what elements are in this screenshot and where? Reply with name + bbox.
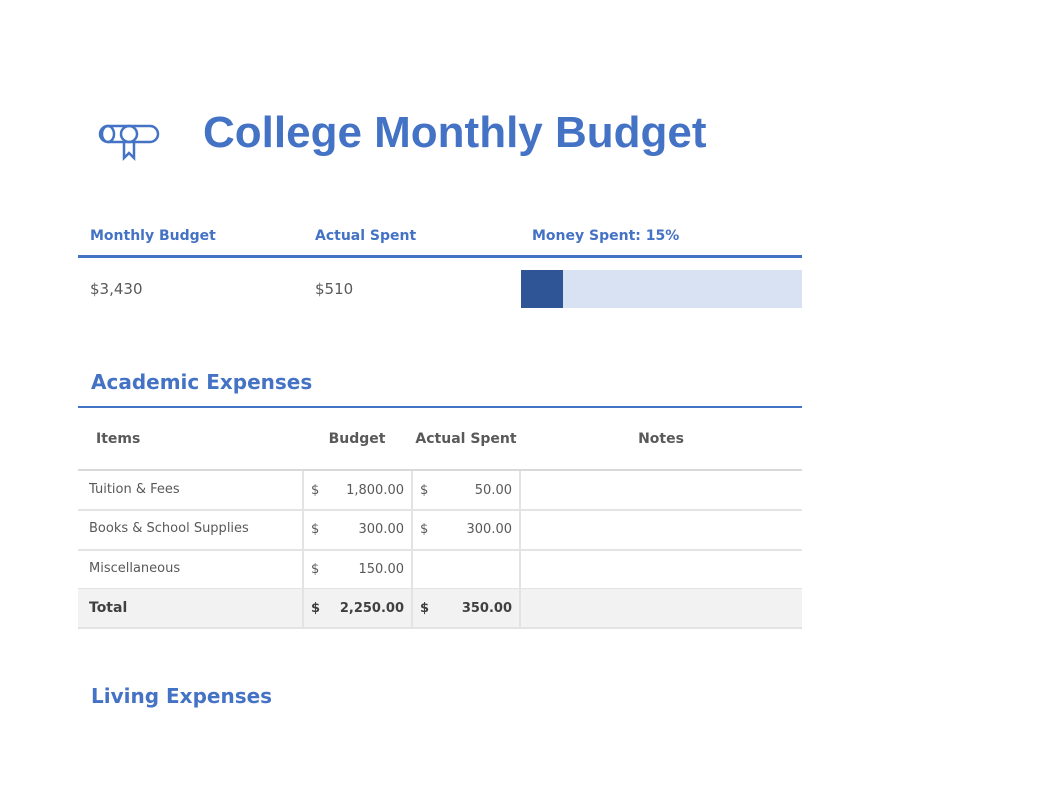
currency-symbol: $ [420, 600, 430, 616]
currency-symbol: $ [311, 561, 320, 577]
cell-divider [302, 510, 304, 550]
section-title: Living Expenses [91, 684, 273, 708]
amount: 300.00 [358, 522, 405, 538]
row-rule [78, 509, 802, 512]
cell-divider [411, 549, 413, 589]
amount: 150.00 [358, 561, 405, 577]
currency-symbol: $ [311, 483, 320, 498]
total-bg [78, 588, 802, 629]
amount: 2,250.00 [339, 600, 404, 616]
amount: 1,800.00 [346, 483, 404, 498]
cell-divider [411, 510, 413, 550]
row-rule [78, 627, 802, 630]
cell-divider [519, 471, 521, 511]
column-header: Notes [638, 431, 684, 447]
summary-header: Monthly Budget [90, 228, 216, 244]
header-rule [78, 469, 802, 471]
column-header: Actual Spent [415, 431, 517, 447]
item-name: Books & School Supplies [89, 521, 249, 537]
summary-value: $3,430 [90, 280, 143, 298]
amount: 300.00 [466, 522, 513, 538]
currency-symbol: $ [311, 600, 321, 616]
progress-track [521, 270, 802, 308]
currency-symbol: $ [420, 522, 429, 538]
cell-divider [519, 549, 521, 589]
progress-fill [521, 270, 564, 308]
cell-divider [519, 588, 521, 629]
diploma-icon [98, 124, 160, 162]
amount: 350.00 [461, 600, 512, 616]
summary-value: $510 [315, 280, 354, 298]
currency-symbol: $ [420, 483, 429, 498]
item-name: Tuition & Fees [89, 482, 180, 497]
cell-divider [302, 471, 304, 511]
summary-rule [78, 255, 802, 258]
summary-header: Actual Spent [315, 228, 417, 244]
summary-header: Money Spent: 15% [532, 228, 680, 244]
column-header: Budget [328, 431, 386, 447]
amount: 50.00 [474, 483, 512, 498]
item-name: Miscellaneous [89, 560, 181, 576]
row-rule [78, 548, 802, 551]
section-rule [78, 406, 802, 408]
currency-symbol: $ [311, 522, 320, 538]
cell-divider [519, 510, 521, 550]
section-title: Academic Expenses [91, 370, 313, 394]
cell-divider [302, 588, 304, 629]
column-header: Items [96, 431, 141, 447]
cell-divider [302, 549, 304, 589]
cell-divider [411, 588, 413, 629]
cell-divider [411, 471, 413, 511]
total-label: Total [89, 599, 128, 616]
title: College Monthly Budget [203, 108, 707, 157]
